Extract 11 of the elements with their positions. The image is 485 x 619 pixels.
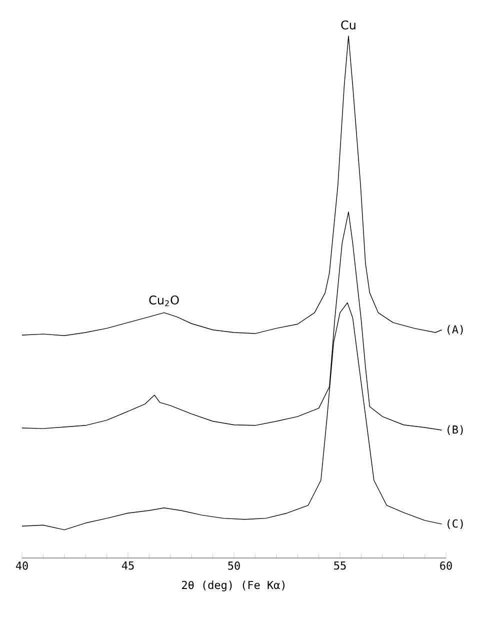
series-label: (B) bbox=[448, 425, 463, 435]
x-tick-label: 45 bbox=[122, 562, 134, 570]
series-label: (C) bbox=[448, 519, 463, 529]
series-label: (A) bbox=[448, 325, 463, 335]
x-axis-title: 2θ (deg) (Fe Kα) bbox=[182, 580, 284, 592]
x-tick-label: 50 bbox=[228, 562, 240, 570]
x-tick-label: 60 bbox=[440, 562, 452, 570]
x-tick-label: 40 bbox=[16, 562, 28, 570]
annotation: Cu bbox=[341, 20, 356, 30]
annotation: Cu$_{2}$O bbox=[149, 295, 179, 306]
x-tick-label: 55 bbox=[334, 562, 346, 570]
